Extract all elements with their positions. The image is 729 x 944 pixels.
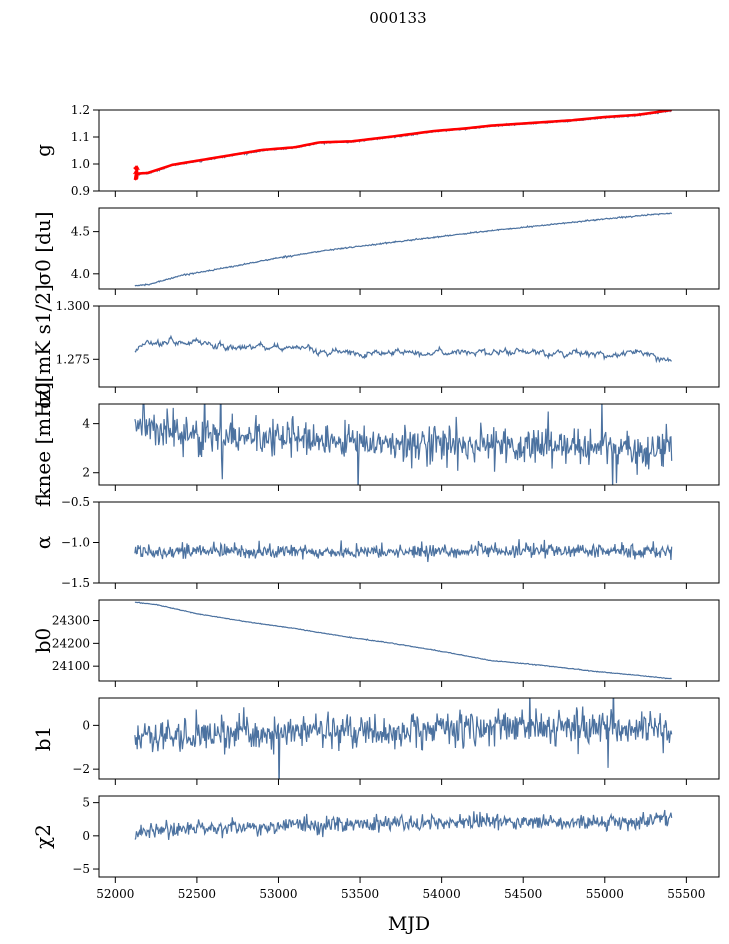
panel-chi2: −5 0 5 χ2 (31, 795, 720, 883)
ytick-label-g: 1.2 (71, 103, 90, 117)
series-line-sigma0_mK (134, 334, 672, 364)
ylabel-b1: b1 (31, 726, 55, 752)
ylabel-sigma0_du: σ0 [du] (31, 211, 55, 285)
series-line-g (134, 110, 672, 176)
ytick-label-g: 0.9 (71, 184, 90, 198)
ytick-label-g: 1.0 (71, 157, 90, 171)
series-line-chi2 (134, 809, 673, 840)
panel-frame-b1 (98, 697, 720, 780)
ytick-label-b0: 24200 (52, 636, 90, 650)
ytick-label-b1: 0 (82, 718, 90, 732)
ylabel-alpha: α (31, 536, 55, 550)
panel-g: 0.9 1.0 1.1 1.2 g (31, 103, 720, 198)
xtick-label: 52500 (178, 887, 216, 901)
ytick-label-b0: 24100 (52, 659, 90, 673)
ylabel-chi2: χ2 (31, 824, 55, 849)
ytick-label-b1: −2 (72, 762, 90, 776)
series-line-alpha (134, 539, 673, 563)
ytick-label-g: 1.1 (71, 130, 90, 144)
figure-title: 000133 (369, 9, 426, 27)
ytick-label-b0: 24300 (52, 614, 90, 628)
ytick-label-sigma0_du: 4.5 (71, 225, 90, 239)
x-axis-label: MJD (388, 913, 430, 935)
series-line-b1 (134, 698, 673, 779)
panel-b1: −2 0 b1 (31, 697, 720, 785)
series-line-b0 (134, 601, 672, 680)
xtick-label: 52000 (96, 887, 134, 901)
panel-fknee: 2 4 fknee [mHz] (31, 382, 720, 507)
ytick-label-sigma0_mK: 1.300 (56, 299, 90, 313)
panel-alpha: −1.5 −1.0 −0.5 α (31, 495, 720, 590)
ytick-label-chi2: 0 (82, 829, 90, 843)
xtick-label: 53000 (259, 887, 297, 901)
xtick-label: 54000 (423, 887, 461, 901)
ylabel-sigma0_mK: σ0[mK s1/2] (31, 284, 55, 409)
panel-sigma0_du: 4.0 4.5 σ0 [du] (31, 207, 720, 295)
ytick-label-alpha: −1.0 (61, 536, 90, 550)
ytick-label-alpha: −1.5 (61, 576, 90, 590)
xtick-label: 55000 (586, 887, 624, 901)
ytick-label-sigma0_mK: 1.275 (56, 352, 90, 366)
panel-frame-sigma0_mK (98, 305, 720, 388)
panel-frame-chi2 (98, 795, 720, 878)
ylabel-g: g (31, 144, 55, 157)
ytick-label-alpha: −0.5 (61, 495, 90, 509)
ylabel-b0: b0 (31, 628, 55, 654)
panel-frame-g (98, 109, 720, 192)
panels-group: 0.9 1.0 1.1 1.2 g 4.0 4.5 σ0 [du] 1.275 1.300σ0[m… (31, 103, 720, 901)
xtick-label: 54500 (504, 887, 542, 901)
fit-start-scatter-g (132, 165, 141, 181)
panel-frame-b0 (98, 599, 720, 682)
ytick-label-fknee: 2 (82, 466, 90, 480)
ytick-label-sigma0_du: 4.0 (71, 267, 90, 281)
panel-frame-alpha (98, 501, 720, 584)
xtick-label: 53500 (341, 887, 379, 901)
ytick-label-chi2: 5 (82, 796, 90, 810)
panel-frame-sigma0_du (98, 207, 720, 290)
xtick-label: 55500 (667, 887, 705, 901)
fit-line-g (134, 110, 672, 176)
ytick-label-chi2: −5 (72, 862, 90, 876)
series-line-fknee (134, 404, 673, 485)
ytick-label-fknee: 4 (82, 417, 90, 431)
ylabel-fknee: fknee [mHz] (31, 382, 55, 507)
panel-frame-fknee (98, 403, 720, 486)
series-line-sigma0_du (134, 212, 673, 287)
